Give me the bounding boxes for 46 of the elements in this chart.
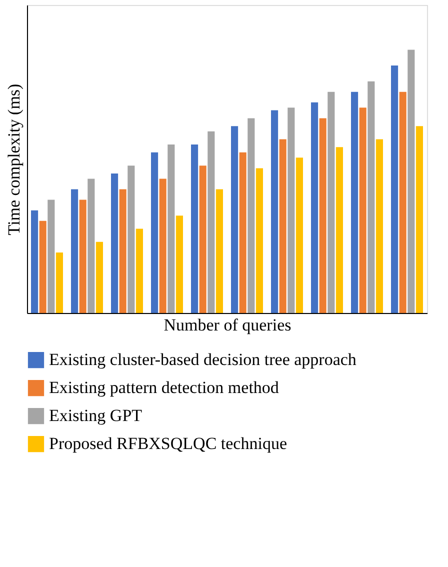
bar xyxy=(408,50,415,313)
bar xyxy=(88,178,95,313)
bar xyxy=(96,242,103,313)
bar xyxy=(56,252,63,313)
bar xyxy=(39,220,46,313)
bar xyxy=(136,228,143,313)
bar xyxy=(311,102,318,313)
bar xyxy=(359,108,366,313)
x-axis-title: Number of queries xyxy=(164,316,292,334)
bar xyxy=(368,81,375,313)
bar xyxy=(31,210,38,313)
bar xyxy=(199,166,206,313)
bar xyxy=(79,200,86,313)
bar xyxy=(239,152,246,313)
bar xyxy=(351,92,358,313)
bar xyxy=(71,189,78,313)
bar xyxy=(416,126,423,313)
bar xyxy=(328,92,335,313)
bar xyxy=(151,152,158,313)
bar xyxy=(319,118,326,313)
bar xyxy=(128,166,135,313)
bar xyxy=(168,144,175,313)
bar xyxy=(336,147,343,313)
bar xyxy=(191,144,198,313)
bar xyxy=(111,173,118,313)
bar xyxy=(391,66,398,313)
y-axis-title: Time complexity (ms) xyxy=(4,84,24,236)
bar xyxy=(231,126,238,313)
legend-label: Proposed RFBXSQLQC technique xyxy=(49,434,287,453)
bar xyxy=(216,189,223,313)
legend-label: Existing cluster-based decision tree approach xyxy=(49,350,357,369)
bar xyxy=(48,200,55,313)
bar xyxy=(208,131,215,313)
legend-label: Existing pattern detection method xyxy=(49,378,280,397)
bar xyxy=(279,139,286,313)
bar xyxy=(296,158,303,313)
bar xyxy=(256,168,263,313)
bar xyxy=(176,216,183,313)
bar xyxy=(119,189,126,313)
bar xyxy=(159,178,166,313)
bar xyxy=(248,118,255,313)
bar xyxy=(271,110,278,313)
bar xyxy=(376,139,383,313)
legend-label: Existing GPT xyxy=(49,406,143,425)
bar xyxy=(288,108,295,313)
bar xyxy=(399,92,406,313)
